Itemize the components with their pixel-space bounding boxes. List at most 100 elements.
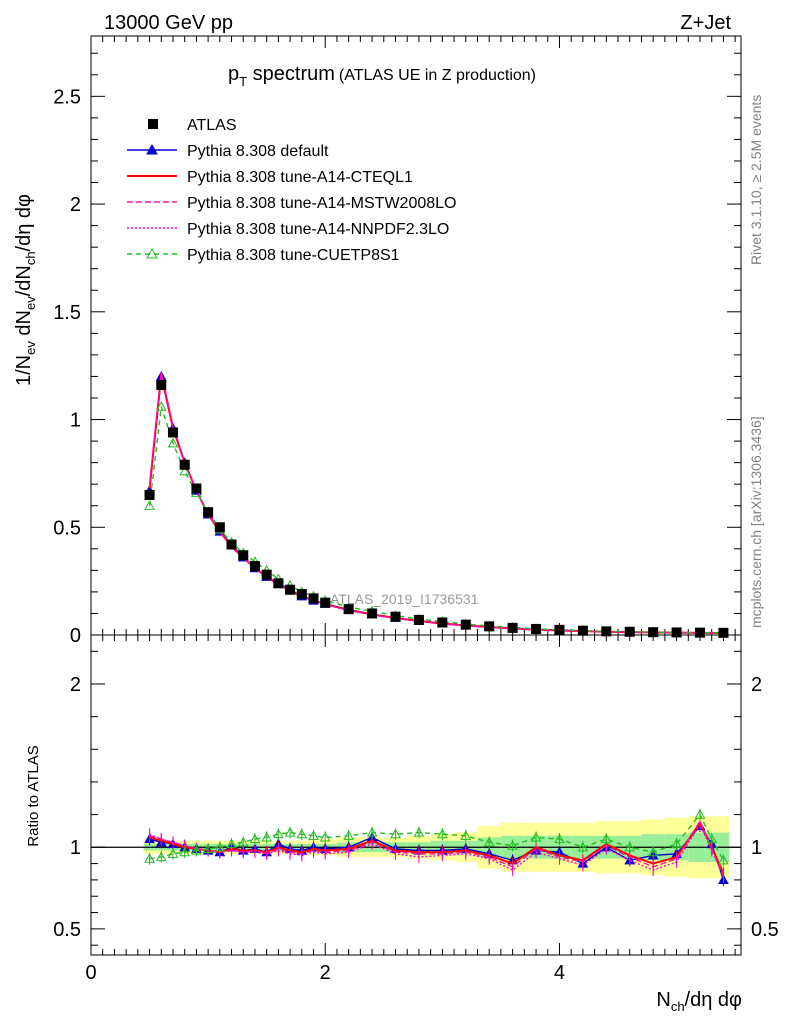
data-point (320, 597, 331, 608)
data-point (203, 507, 214, 518)
ratio-point (226, 838, 237, 849)
data-point (144, 489, 155, 500)
data-point (460, 619, 471, 630)
legend-entry: Pythia 8.308 tune-A14-NNPDF2.3LO (127, 221, 449, 238)
data-point (155, 401, 167, 411)
ylabel-bottom: Ratio to ATLAS (25, 745, 42, 846)
y-tick-label-right: 2 (751, 674, 762, 696)
ratio-point (600, 833, 612, 844)
title-suffix: (ATLAS UE in Z production) (339, 67, 536, 84)
ratio-point (191, 844, 202, 855)
title-sub: T (239, 74, 247, 89)
process-label: Z+Jet (680, 12, 731, 34)
data-point (144, 500, 155, 510)
ratio-series-5 (144, 808, 729, 867)
data-point (273, 578, 284, 589)
data-point (413, 614, 424, 625)
legend-entry: Pythia 8.308 tune-A14-CTEQL1 (127, 169, 413, 186)
data-point (214, 522, 225, 533)
title-main: p (228, 63, 239, 85)
ratio-point (390, 828, 401, 839)
data-point (296, 589, 307, 600)
ratio-point (624, 841, 636, 852)
data-point (308, 593, 319, 604)
ratio-point (694, 809, 706, 819)
legend-entry: Pythia 8.308 tune-CUETP8S1 (127, 247, 400, 264)
legend-label: Pythia 8.308 default (187, 143, 329, 160)
ratio-point (284, 827, 296, 837)
data-point (191, 483, 202, 494)
title-rest: spectrum (247, 63, 335, 85)
ratio-point (214, 841, 226, 852)
ratio-frame (90, 634, 742, 956)
xlabel: Nch/dη dφ (656, 989, 742, 1014)
ylabel-top: 1/Nev dNev/dNch/dη dφ (13, 194, 38, 386)
y-tick-label: 2.5 (53, 86, 81, 108)
ratio-point (413, 827, 425, 837)
data-point (179, 465, 191, 476)
data-point (718, 627, 729, 638)
ratio-point (179, 846, 191, 857)
ratio-point (706, 833, 718, 844)
y-tick-label: 0.5 (53, 517, 81, 539)
data-point (531, 623, 542, 634)
ratio-point (296, 828, 308, 839)
data-point (554, 624, 565, 635)
y-tick-label-right: 0.5 (751, 919, 779, 941)
legend-marker (146, 143, 158, 155)
ratio-point (308, 830, 319, 840)
x-tick-label: 2 (320, 962, 331, 984)
y-tick-label-right: 1 (751, 837, 762, 859)
main-panel: 0 0.5 1 1.5 2 2.5 (53, 35, 742, 647)
data-point (484, 621, 495, 632)
legend-label: ATLAS (187, 117, 237, 134)
ratio-point (167, 848, 179, 858)
data-point (343, 604, 354, 615)
ratio-point (671, 838, 682, 849)
legend-entry: Pythia 8.308 default (127, 143, 329, 160)
data-point (624, 626, 635, 637)
data-point (648, 627, 659, 638)
ratio-point (577, 841, 589, 852)
ratio-line (149, 822, 725, 876)
ratio-line (149, 813, 725, 861)
ratio-point (343, 830, 355, 840)
data-point (390, 611, 401, 622)
data-point (179, 459, 190, 470)
legend: ATLAS Pythia 8.308 default Pythia 8.308 tu… (127, 117, 456, 264)
data-point (507, 622, 518, 633)
data-point (238, 550, 249, 561)
y-tick-label: 0 (70, 625, 81, 647)
data-point (249, 561, 260, 572)
legend-label: Pythia 8.308 tune-A14-MSTW2008LO (187, 195, 456, 212)
mcplots-label: mcplots.cern.ch [arXiv:1306.3436] (748, 416, 764, 628)
data-point (437, 617, 448, 628)
ratio-point (202, 843, 214, 853)
x-tick-label: 4 (554, 962, 565, 984)
ratio-point (249, 833, 261, 844)
legend-label: Pythia 8.308 tune-A14-CTEQL1 (187, 169, 413, 186)
ratio-point (144, 853, 155, 863)
y-tick-label: 1 (70, 837, 81, 859)
ratio-point (483, 836, 495, 847)
data-point (367, 608, 378, 619)
ratio-point (507, 840, 518, 850)
legend-entry: ATLAS (148, 117, 237, 134)
data-point (226, 539, 237, 550)
ratio-point (647, 846, 659, 857)
y-tick-label: 0.5 (53, 919, 81, 941)
legend-entry: Pythia 8.308 tune-A14-MSTW2008LO (127, 195, 456, 212)
ratio-point (261, 831, 273, 842)
data-point (577, 625, 588, 636)
y-tick-label: 1 (70, 410, 81, 432)
data-point (671, 627, 682, 638)
ratio-series-4 (149, 818, 725, 881)
data-point (156, 380, 167, 391)
y-tick-label: 1.5 (53, 302, 81, 324)
ratio-point (366, 827, 378, 837)
ratio-point (437, 828, 448, 839)
ratio-point (237, 836, 249, 847)
plot-title: pT spectrum (ATLAS UE in Z production) (228, 63, 536, 89)
legend-marker (148, 119, 158, 129)
